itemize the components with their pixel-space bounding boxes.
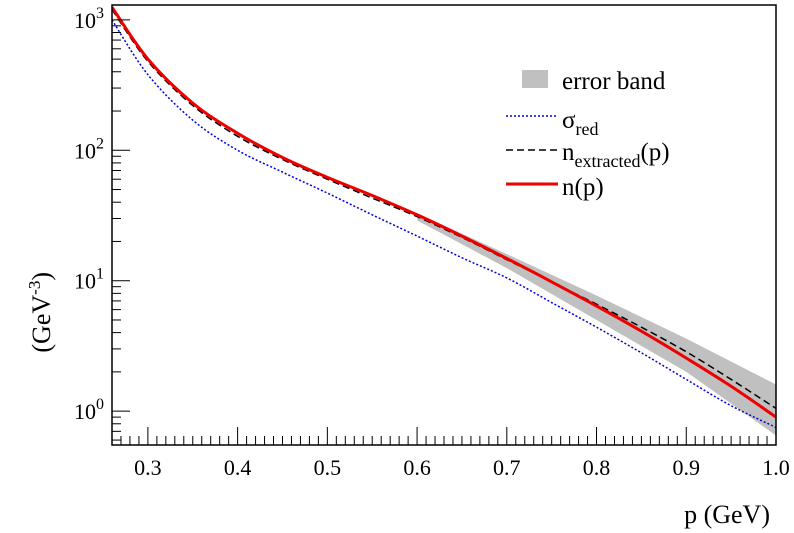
x-tick-label: 0.6 [403, 455, 431, 480]
y-tick-label: 102 [74, 135, 104, 163]
legend-label-n-p: n(p) [562, 174, 604, 201]
x-axis-title: p (GeV) [684, 500, 770, 529]
x-axis: 0.3 0.4 0.5 0.6 0.7 0.8 0.9 1.0 [111, 427, 790, 480]
y-axis-title-close: ) [27, 272, 56, 281]
y-axis-title: (GeV-3) [25, 272, 56, 353]
legend-label-sigma-red-sub: red [575, 119, 598, 139]
error-band [417, 213, 776, 436]
legend: error band σred nextracted(p) n(p) [506, 68, 670, 201]
x-tick-label: 0.3 [134, 455, 162, 480]
x-tick-label: 0.9 [673, 455, 701, 480]
legend-label-n-extracted-sub: extracted [575, 151, 641, 171]
legend-swatch-error-band [522, 70, 548, 88]
y-axis-title-exponent: -3 [25, 281, 44, 295]
x-tick-label: 0.4 [224, 455, 252, 480]
series-n-p-line [112, 6, 776, 419]
x-tick-label: 1.0 [762, 455, 790, 480]
legend-label-n-extracted-suffix: (p) [640, 139, 669, 166]
legend-label-sigma-red: σred [562, 107, 598, 139]
error-band-layer [417, 213, 776, 436]
y-tick-label: 101 [74, 266, 104, 294]
x-tick-label: 0.8 [583, 455, 611, 480]
x-tick-label: 0.5 [314, 455, 342, 480]
y-tick-label: 103 [74, 5, 104, 33]
legend-label-n-extracted: nextracted(p) [562, 139, 670, 171]
series-layer [112, 6, 776, 429]
y-tick-label: 100 [74, 396, 104, 424]
series-sigma-red-line [112, 19, 776, 429]
x-tick-label: 0.7 [493, 455, 521, 480]
legend-label-error-band: error band [562, 68, 666, 95]
plot-frame [111, 4, 777, 446]
y-axis: 100 101 102 103 [74, 5, 130, 441]
